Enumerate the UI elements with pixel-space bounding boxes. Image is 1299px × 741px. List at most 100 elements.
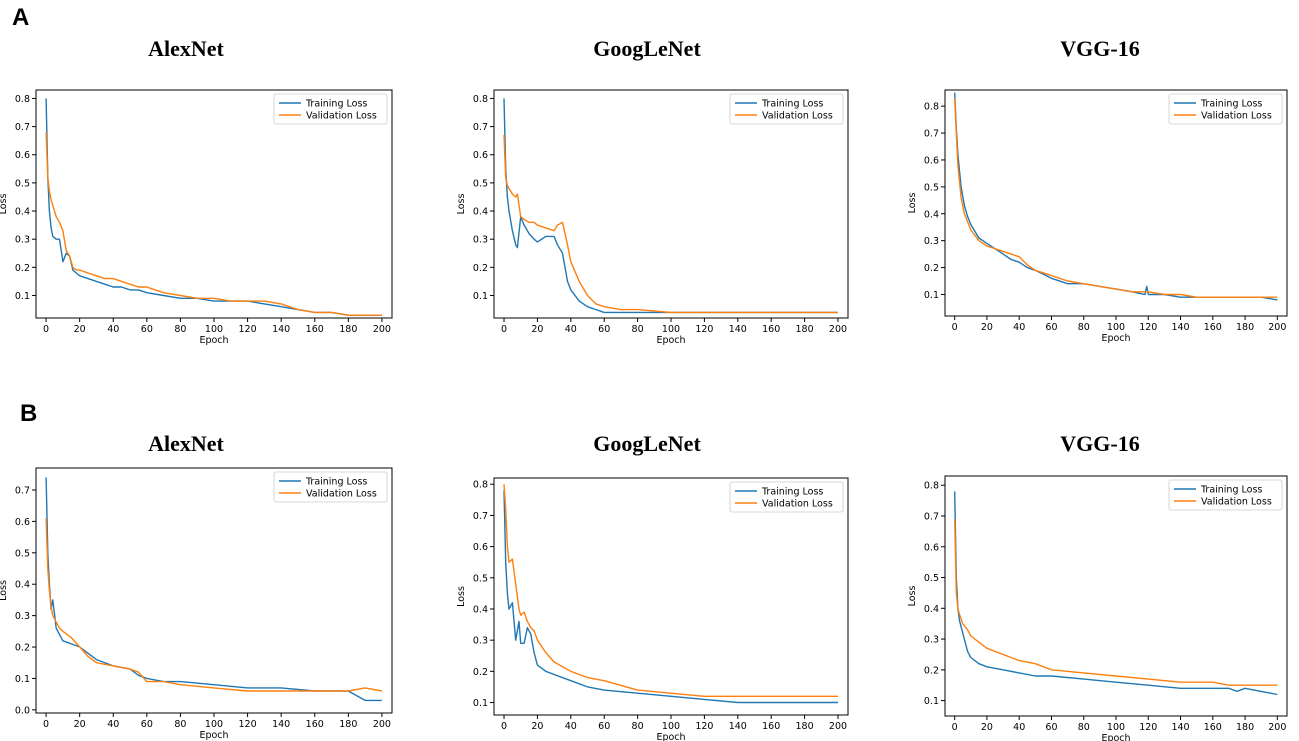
y-tick-label: 0.6 [924, 155, 939, 166]
y-tick-label: 0.1 [924, 290, 939, 301]
x-tick-label: 140 [1171, 722, 1189, 733]
y-tick-label: 0.7 [473, 511, 488, 522]
x-tick-label: 200 [1268, 322, 1286, 333]
y-tick-label: 0.5 [15, 548, 30, 559]
legend-label: Training Loss [1200, 99, 1262, 110]
legend-box [273, 93, 388, 125]
validation-loss-line [45, 132, 382, 316]
y-tick-label: 0.2 [15, 263, 30, 274]
chart-b-googlenet: 0 20 40 60 80 100 120 140 160 180 200 0.1 0.2 0.3 0.4 0… [456, 477, 849, 741]
y-axis-label: Loss [907, 193, 918, 214]
x-tick-label: 80 [1078, 722, 1090, 733]
y-tick-label: 0.4 [924, 604, 939, 615]
validation-loss-line [45, 518, 383, 692]
legend-label: Validation Loss [762, 111, 833, 122]
y-tick-label: 0.8 [924, 481, 939, 492]
x-tick-label: 0 [501, 324, 507, 335]
x-tick-label: 20 [531, 324, 543, 335]
x-tick-label: 200 [1268, 722, 1286, 733]
legend-label: Validation Loss [1201, 497, 1272, 508]
legend-label: Validation Loss [306, 111, 377, 122]
x-tick-label: 20 [531, 721, 543, 732]
x-tick-label: 100 [205, 719, 223, 730]
y-tick-label: 0.4 [473, 604, 488, 615]
y-tick-label: 0.6 [473, 150, 488, 161]
x-axis-label: Epoch [656, 335, 685, 346]
legend-label: Training Loss [305, 477, 367, 488]
x-tick-label: 20 [74, 719, 86, 730]
x-tick-label: 80 [174, 324, 186, 335]
x-tick-label: 0 [43, 719, 49, 730]
x-tick-label: 180 [1236, 322, 1254, 333]
y-tick-label: 0.5 [924, 573, 939, 584]
x-tick-label: 20 [74, 324, 86, 335]
y-tick-label: 0.7 [15, 122, 30, 133]
x-tick-label: 60 [598, 324, 610, 335]
x-tick-label: 40 [107, 324, 119, 335]
y-axis-label: Loss [0, 194, 9, 215]
x-tick-label: 60 [598, 721, 610, 732]
training-loss-line [45, 477, 382, 702]
y-tick-label: 0.3 [15, 611, 30, 622]
y-axis-label: Loss [456, 586, 467, 607]
chart-title-a-vgg16: VGG-16 [1060, 36, 1140, 61]
x-tick-label: 0 [43, 324, 49, 335]
y-tick-label: 0.6 [15, 150, 30, 161]
y-tick-label: 0.5 [924, 182, 939, 193]
x-tick-label: 40 [107, 719, 119, 730]
training-loss-line [954, 491, 1278, 696]
y-tick-label: 0.3 [924, 635, 939, 646]
training-loss-line [503, 490, 838, 704]
legend-label: Validation Loss [306, 489, 377, 500]
chart-a-alexnet: 0 20 40 60 80 100 120 140 160 180 200 0.1 0.2 0.3 0.4 0… [0, 89, 393, 346]
x-tick-label: 120 [695, 721, 713, 732]
chart-b-vgg16: 0 20 40 60 80 100 120 140 160 180 200 0.1 0.2 0.3 0.4 0… [907, 475, 1288, 741]
legend-box [729, 93, 844, 125]
x-tick-label: 160 [306, 324, 324, 335]
x-tick-label: 80 [632, 324, 644, 335]
plot-frame [35, 467, 393, 714]
legend-label: Training Loss [761, 99, 823, 110]
y-tick-label: 0.1 [473, 291, 488, 302]
legend-label: Training Loss [761, 487, 823, 498]
x-tick-label: 180 [1236, 722, 1254, 733]
legend-label: Training Loss [1200, 485, 1262, 496]
y-tick-label: 0.6 [473, 542, 488, 553]
y-tick-label: 0.4 [15, 207, 30, 218]
y-tick-label: 0.3 [15, 235, 30, 246]
x-tick-label: 200 [373, 719, 391, 730]
x-tick-label: 80 [1078, 322, 1090, 333]
y-tick-label: 0.3 [924, 236, 939, 247]
plot-frame [944, 475, 1288, 717]
x-tick-label: 180 [339, 324, 357, 335]
y-tick-label: 0.7 [924, 512, 939, 523]
chart-title-b-vgg16: VGG-16 [1060, 431, 1140, 456]
panel-label-a: A [12, 4, 30, 31]
x-tick-label: 100 [1107, 322, 1125, 333]
x-tick-label: 0 [952, 722, 958, 733]
x-tick-label: 80 [632, 721, 644, 732]
x-tick-label: 60 [1045, 322, 1057, 333]
x-tick-label: 180 [339, 719, 357, 730]
x-axis-label: Epoch [199, 730, 228, 741]
x-tick-label: 60 [141, 719, 153, 730]
y-tick-label: 0.0 [15, 705, 30, 716]
y-tick-label: 0.4 [924, 209, 939, 220]
chart-title-b-alexnet: AlexNet [148, 431, 224, 456]
y-tick-label: 0.1 [924, 696, 939, 707]
legend-label: Training Loss [305, 99, 367, 110]
y-axis-label: Loss [0, 580, 9, 601]
y-tick-label: 0.2 [924, 665, 939, 676]
x-tick-label: 120 [695, 324, 713, 335]
x-tick-label: 180 [796, 721, 814, 732]
y-tick-label: 0.2 [924, 263, 939, 274]
x-tick-label: 160 [762, 721, 780, 732]
x-tick-label: 40 [1013, 322, 1025, 333]
x-tick-label: 80 [174, 719, 186, 730]
plot-frame [493, 477, 849, 716]
x-tick-label: 60 [141, 324, 153, 335]
y-tick-label: 0.1 [473, 698, 488, 709]
training-loss-line [45, 98, 382, 316]
legend-box [273, 471, 388, 503]
